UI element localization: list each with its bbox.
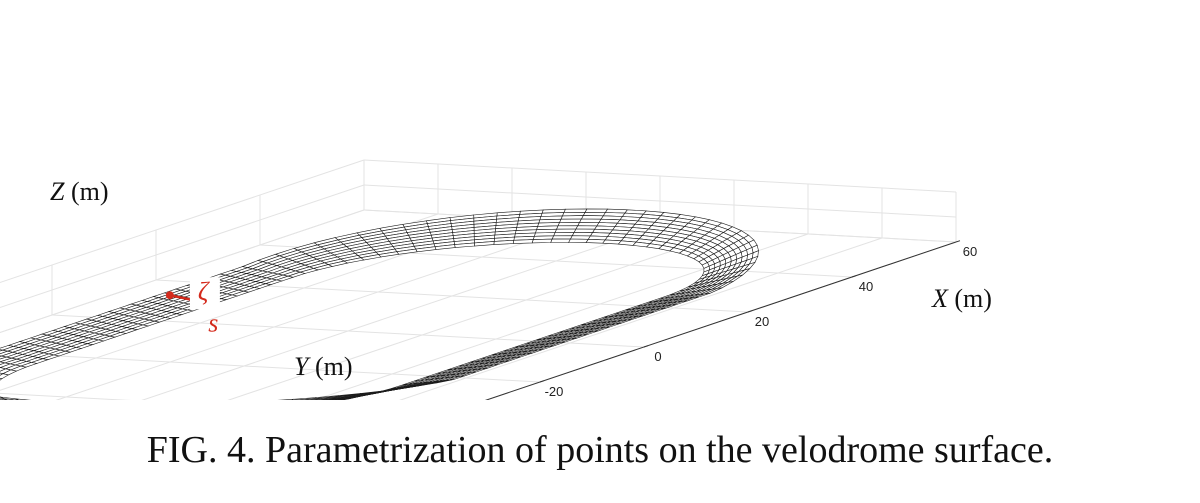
- x-tick-label: 0: [654, 349, 661, 364]
- surface-mesh-cell: [554, 228, 577, 233]
- floor-gridline-y: [55, 221, 587, 400]
- surface-mesh-cell: [0, 373, 10, 380]
- floor-gridline-y: [141, 225, 661, 400]
- surface-mesh-cell: [553, 231, 575, 237]
- surface-mesh-cell: [602, 239, 622, 245]
- surface-mesh-cell: [277, 398, 295, 400]
- surface-mesh-cell: [563, 208, 588, 213]
- x-tick: [539, 380, 545, 383]
- side-wall-gridline-z: [363, 184, 957, 218]
- surface-mesh-cell: [575, 225, 598, 230]
- x-tick: [747, 310, 753, 313]
- back-wall-gridline-z: [0, 159, 365, 284]
- surface-mesh-cell: [584, 208, 609, 213]
- surface-point-marker: [165, 291, 174, 300]
- surface-mesh-cell: [313, 398, 332, 400]
- side-wall-gridline-z: [363, 159, 957, 193]
- back-wall-gridline-z: [0, 184, 365, 309]
- x-tick: [851, 275, 857, 278]
- x-tick-label: -20: [545, 384, 564, 399]
- surface-mesh-cell: [512, 239, 534, 244]
- surface-mesh-cell: [551, 235, 573, 240]
- velodrome-surface-mesh: [0, 208, 759, 400]
- surface-mesh-cell: [531, 238, 553, 244]
- x-tick-label: 60: [963, 244, 977, 259]
- floor-gridline-y: [399, 237, 883, 400]
- surface-mesh-cell: [0, 398, 8, 400]
- surface-mesh-cell: [582, 211, 606, 217]
- surface-mesh-cell: [571, 231, 594, 237]
- zeta-label: ζ: [198, 277, 210, 306]
- x-tick: [955, 240, 961, 243]
- surface-mesh-cell: [580, 215, 604, 220]
- surface-mesh-cell: [0, 377, 3, 381]
- parameter-annotation: ζs: [165, 277, 220, 338]
- figure-caption: FIG. 4. Parametrization of points on the…: [146, 429, 1054, 471]
- surface-mesh-cell: [577, 221, 600, 227]
- zeta-label-background: [189, 277, 220, 310]
- z-axis-label: Z (m): [50, 177, 109, 206]
- velodrome-surface-plot: -60-40-200204060403020100-10-20-30-40051…: [0, 159, 992, 400]
- surface-mesh-cell: [3, 398, 19, 400]
- surface-mesh-cell: [557, 221, 581, 227]
- x-tick: [643, 345, 649, 348]
- s-label: s: [208, 309, 218, 338]
- tick-labels: -60-40-200204060403020100-10-20-30-40051…: [545, 244, 978, 399]
- surface-mesh-cell: [560, 215, 584, 220]
- surface-mesh-cell: [15, 398, 32, 400]
- surface-mesh-cell: [559, 218, 582, 223]
- back-wall-gridline-z: [0, 209, 365, 334]
- surface-mesh-cell: [579, 218, 602, 223]
- surface-mesh-cell: [320, 399, 330, 400]
- surface-mesh-cell: [334, 399, 341, 400]
- floor-gridline-y: [227, 229, 735, 400]
- surface-mesh-cell: [568, 238, 589, 243]
- surface-mesh-cell: [556, 225, 579, 230]
- x-tick-label: 40: [859, 279, 873, 294]
- x-tick-label: 20: [755, 314, 769, 329]
- surface-mesh-cell: [585, 238, 606, 244]
- x-axis-label: X (m): [931, 284, 992, 313]
- surface-mesh-cell: [339, 397, 352, 400]
- surface-mesh-cell: [331, 398, 344, 400]
- surface-mesh-cell: [550, 238, 571, 243]
- y-axis-label: Y (m): [294, 352, 353, 381]
